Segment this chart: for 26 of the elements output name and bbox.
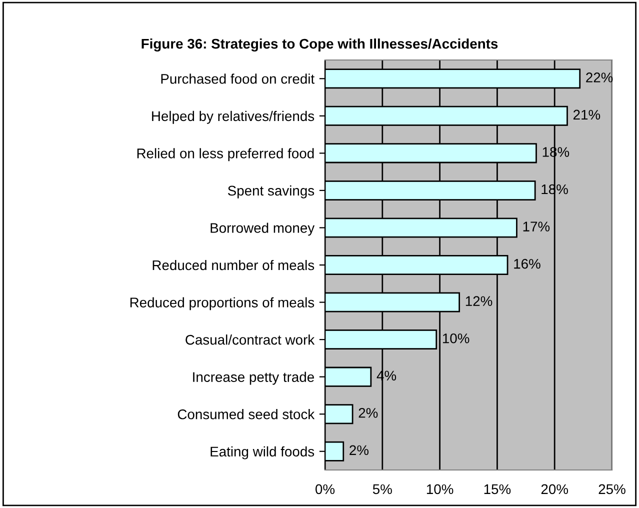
y-tick-label: Reduced proportions of meals [130,297,314,310]
data-label: 22% [586,72,613,82]
data-label: 12% [466,296,492,306]
data-label: 2% [358,408,378,418]
data-label: 21% [573,110,600,120]
chart-title: Figure 36: Strategies to Cope with Illnesses/Accidents [142,38,498,52]
x-tick-label: 15% [484,484,511,494]
x-tick-label: 0% [316,484,335,494]
data-label: 2% [350,445,369,456]
x-tick-label: 5% [372,484,392,494]
x-tick-label: 20% [541,484,568,494]
data-label: 16% [514,258,540,269]
y-tick-label: Casual/contract work [186,334,315,345]
y-tick-label: Consumed seed stock [178,409,315,420]
y-tick-label: Eating wild foods [210,446,314,460]
y-tick-label: Helped by relatives/friends [152,110,314,124]
y-tick-label: Borrowed money [210,222,315,236]
data-label: 17% [523,222,550,232]
y-tick-label: Relied on less preferred food [137,148,314,162]
x-tick-label: 10% [426,484,454,494]
y-tick-label: Reduced number of meals [152,260,314,270]
data-label: 10% [442,333,470,344]
y-tick-label: Increase petty trade [193,372,314,385]
y-tick-label: Spent savings [228,185,314,198]
y-tick-label: Purchased food on credit [161,74,314,84]
x-tick-label: 25% [598,484,626,494]
